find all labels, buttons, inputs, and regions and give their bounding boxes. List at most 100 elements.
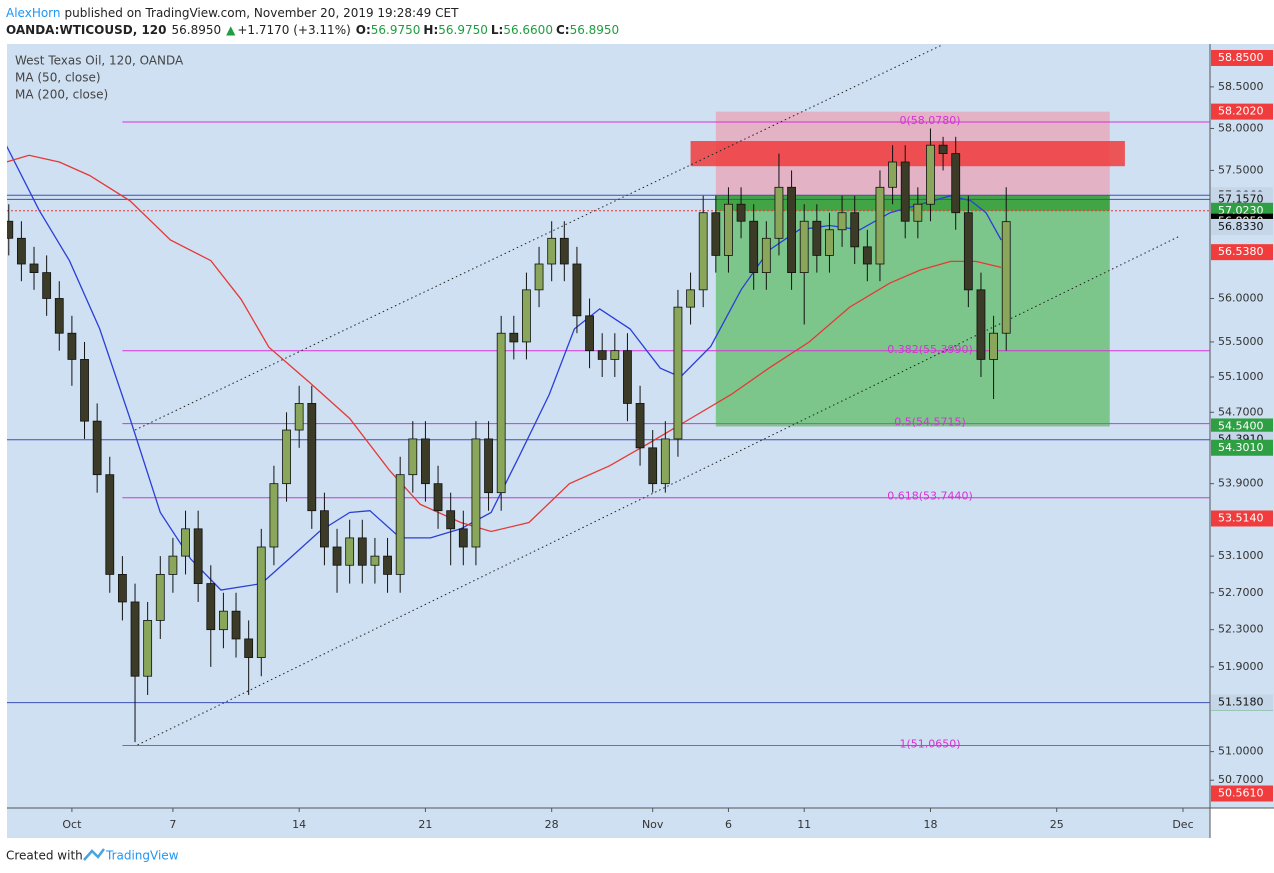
- price-label: 56.5380: [1218, 245, 1264, 258]
- price-label-box: [1211, 510, 1273, 527]
- candle-body: [345, 537, 355, 566]
- candle-body: [774, 186, 784, 239]
- y-tick-label: 51.0000: [1218, 745, 1264, 758]
- price-label: 53.5140: [1218, 511, 1264, 524]
- y-tick-label: 53.1000: [1218, 549, 1264, 562]
- candle-body: [471, 438, 481, 548]
- y-tick-label: 54.7000: [1218, 405, 1264, 418]
- x-tick-label: Nov: [642, 818, 664, 831]
- h-value: 56.9750: [438, 23, 488, 37]
- author[interactable]: AlexHorn: [6, 6, 61, 20]
- candle-body: [597, 350, 607, 360]
- legend-entry: MA (50, close): [15, 71, 101, 85]
- l-value: 56.6600: [503, 23, 553, 37]
- x-tick-label: Dec: [1172, 818, 1193, 831]
- o-label: O:: [356, 23, 371, 37]
- candle-body: [433, 483, 443, 512]
- candle-body: [118, 574, 127, 603]
- candle-body: [458, 528, 468, 548]
- candle-body: [989, 332, 998, 360]
- y-tick-label: 52.7000: [1218, 586, 1264, 599]
- candle-body: [307, 403, 317, 512]
- candle-body: [926, 144, 935, 205]
- candle-body: [749, 220, 759, 273]
- candle-body: [244, 638, 254, 658]
- candle-body: [711, 212, 721, 256]
- candle-body: [42, 272, 52, 299]
- candle-body: [67, 332, 77, 360]
- candle-body: [54, 298, 64, 334]
- candle-body: [698, 212, 708, 291]
- candle-body: [294, 403, 304, 431]
- price-label: 51.5180: [1218, 696, 1264, 709]
- candle-body: [130, 601, 140, 677]
- candle-body: [522, 289, 531, 343]
- candle-body: [572, 263, 582, 317]
- candle-body: [496, 332, 506, 494]
- candle-body: [484, 438, 493, 494]
- candle-body: [623, 350, 632, 404]
- change: +1.7170 (+3.11%): [237, 23, 350, 37]
- price-label: 56.8330: [1218, 220, 1264, 233]
- candle-body: [357, 537, 367, 566]
- c-label: C:: [556, 23, 570, 37]
- candle-body: [105, 474, 115, 575]
- fib-label: 0(58.0780): [899, 114, 960, 127]
- c-value: 56.8950: [570, 23, 620, 37]
- candle-body: [547, 237, 557, 265]
- candle-body: [635, 403, 645, 449]
- candle-body: [421, 438, 430, 485]
- candle-body: [29, 263, 39, 273]
- candle-body: [1001, 221, 1011, 334]
- candle-body: [812, 220, 822, 256]
- trendline: [134, 45, 941, 431]
- candle-body: [610, 350, 620, 360]
- price-label-box: [1211, 785, 1273, 802]
- candle-body: [219, 610, 228, 631]
- last-price: 56.8950: [172, 23, 222, 37]
- candle-body: [724, 203, 733, 256]
- time-axis-background: [7, 808, 1210, 838]
- x-tick-label: 21: [418, 818, 432, 831]
- y-tick-label: 53.9000: [1218, 477, 1264, 490]
- x-tick-label: 18: [923, 818, 937, 831]
- x-tick-label: 25: [1050, 818, 1064, 831]
- candle-body: [509, 332, 519, 343]
- candle-body: [231, 610, 241, 640]
- candle-body: [673, 306, 683, 440]
- candle-body: [686, 289, 695, 308]
- fib-label: 0.618(53.7440): [887, 490, 973, 503]
- y-tick-label: 56.0000: [1218, 291, 1264, 304]
- candle-body: [913, 203, 923, 222]
- price-label-box: [1211, 218, 1273, 235]
- price-label-box: [1211, 49, 1273, 66]
- price-label: 58.2020: [1218, 105, 1264, 118]
- price-label: 57.1570: [1218, 192, 1264, 205]
- candle-body: [875, 186, 885, 265]
- candle-body: [80, 359, 89, 422]
- candle-body: [736, 203, 746, 222]
- price-label: 54.3010: [1218, 441, 1264, 454]
- brand[interactable]: TradingView: [105, 849, 179, 863]
- candle-body: [408, 438, 418, 476]
- x-tick-label: 11: [797, 818, 811, 831]
- price-label: 58.8500: [1218, 51, 1264, 64]
- price-label: 57.0230: [1218, 204, 1264, 217]
- symbol-line: OANDA:WTICOUSD, 120 56.8950 ▲ +1.7170 (+3.1…: [6, 23, 619, 37]
- candle-body: [938, 144, 948, 154]
- y-tick-label: 57.5000: [1218, 163, 1264, 176]
- y-tick-label: 51.9000: [1218, 660, 1264, 673]
- price-label-box: [1211, 439, 1273, 456]
- y-tick-label: 55.5000: [1218, 335, 1264, 348]
- candle-body: [585, 315, 594, 352]
- price-label-box: [1211, 244, 1273, 261]
- candle-body: [534, 263, 544, 291]
- candle-body: [660, 438, 670, 485]
- candle-body: [850, 212, 860, 248]
- published: published on TradingView.com, November 2…: [65, 6, 460, 20]
- y-tick-label: 55.1000: [1218, 370, 1264, 383]
- candle-body: [7, 220, 14, 239]
- candle-body: [256, 546, 266, 658]
- price-label: 54.5400: [1218, 419, 1264, 432]
